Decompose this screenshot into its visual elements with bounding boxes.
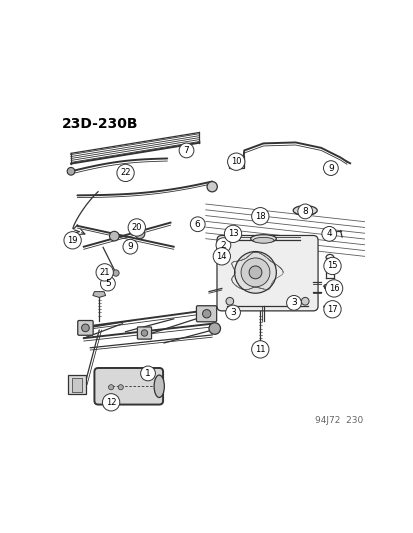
Text: 15: 15 — [326, 262, 337, 270]
Text: 11: 11 — [254, 345, 265, 354]
Text: 20: 20 — [131, 223, 142, 232]
Circle shape — [323, 257, 340, 274]
Text: 7: 7 — [183, 146, 189, 155]
Circle shape — [108, 385, 114, 390]
Circle shape — [209, 323, 220, 334]
Circle shape — [225, 297, 233, 305]
FancyBboxPatch shape — [94, 368, 163, 405]
Circle shape — [202, 310, 210, 318]
Circle shape — [251, 207, 268, 225]
Circle shape — [141, 330, 147, 336]
Text: 12: 12 — [106, 398, 116, 407]
Ellipse shape — [323, 284, 336, 288]
Text: 5: 5 — [105, 279, 111, 288]
Circle shape — [135, 229, 145, 239]
Text: 4: 4 — [326, 229, 331, 238]
FancyBboxPatch shape — [72, 377, 82, 392]
Circle shape — [64, 232, 81, 249]
Text: 2: 2 — [220, 240, 225, 249]
FancyBboxPatch shape — [196, 306, 216, 322]
Text: 8: 8 — [301, 207, 307, 216]
Circle shape — [116, 164, 134, 182]
Circle shape — [216, 238, 230, 253]
Ellipse shape — [154, 375, 164, 398]
Circle shape — [225, 305, 240, 320]
FancyBboxPatch shape — [68, 375, 86, 394]
Text: 18: 18 — [254, 212, 265, 221]
Circle shape — [179, 143, 193, 158]
Circle shape — [286, 295, 301, 310]
Circle shape — [213, 248, 230, 265]
Text: 3: 3 — [230, 308, 235, 317]
Ellipse shape — [252, 237, 273, 243]
Ellipse shape — [325, 307, 334, 310]
Circle shape — [297, 204, 312, 219]
Circle shape — [321, 227, 336, 241]
Text: 6: 6 — [195, 220, 200, 229]
FancyBboxPatch shape — [228, 156, 244, 168]
Text: 19: 19 — [67, 236, 78, 245]
Circle shape — [249, 266, 261, 279]
Circle shape — [323, 161, 337, 175]
Circle shape — [112, 270, 119, 276]
Text: 3: 3 — [290, 298, 296, 308]
Circle shape — [96, 264, 113, 281]
FancyBboxPatch shape — [137, 327, 151, 339]
Circle shape — [102, 394, 119, 411]
Circle shape — [100, 276, 115, 291]
Circle shape — [67, 167, 75, 175]
Ellipse shape — [323, 305, 336, 309]
Circle shape — [323, 301, 340, 318]
Text: 17: 17 — [326, 305, 337, 314]
Text: 94J72  230: 94J72 230 — [314, 416, 362, 425]
Text: 23D-230B: 23D-230B — [61, 117, 138, 131]
Circle shape — [251, 341, 268, 358]
Text: 22: 22 — [120, 168, 131, 177]
Text: 16: 16 — [328, 284, 339, 293]
Text: 13: 13 — [227, 229, 238, 238]
Ellipse shape — [324, 287, 335, 290]
Text: 9: 9 — [327, 164, 333, 173]
Ellipse shape — [250, 235, 276, 243]
Circle shape — [234, 252, 276, 293]
Circle shape — [227, 153, 244, 171]
Text: 9: 9 — [127, 242, 133, 251]
Circle shape — [128, 219, 145, 236]
Circle shape — [81, 324, 89, 332]
Text: 1: 1 — [145, 369, 150, 378]
FancyBboxPatch shape — [216, 236, 317, 311]
Circle shape — [206, 182, 217, 192]
Ellipse shape — [292, 206, 316, 215]
Circle shape — [190, 217, 204, 232]
Circle shape — [109, 231, 119, 241]
Text: 14: 14 — [216, 252, 226, 261]
Circle shape — [118, 385, 123, 390]
Circle shape — [301, 297, 309, 305]
Circle shape — [240, 258, 269, 287]
Text: 10: 10 — [230, 157, 241, 166]
Polygon shape — [93, 292, 105, 297]
Polygon shape — [255, 345, 264, 349]
Circle shape — [325, 280, 342, 297]
Circle shape — [123, 239, 138, 254]
Circle shape — [224, 225, 241, 243]
Circle shape — [140, 366, 155, 381]
FancyBboxPatch shape — [78, 320, 93, 335]
Text: 21: 21 — [99, 268, 110, 277]
